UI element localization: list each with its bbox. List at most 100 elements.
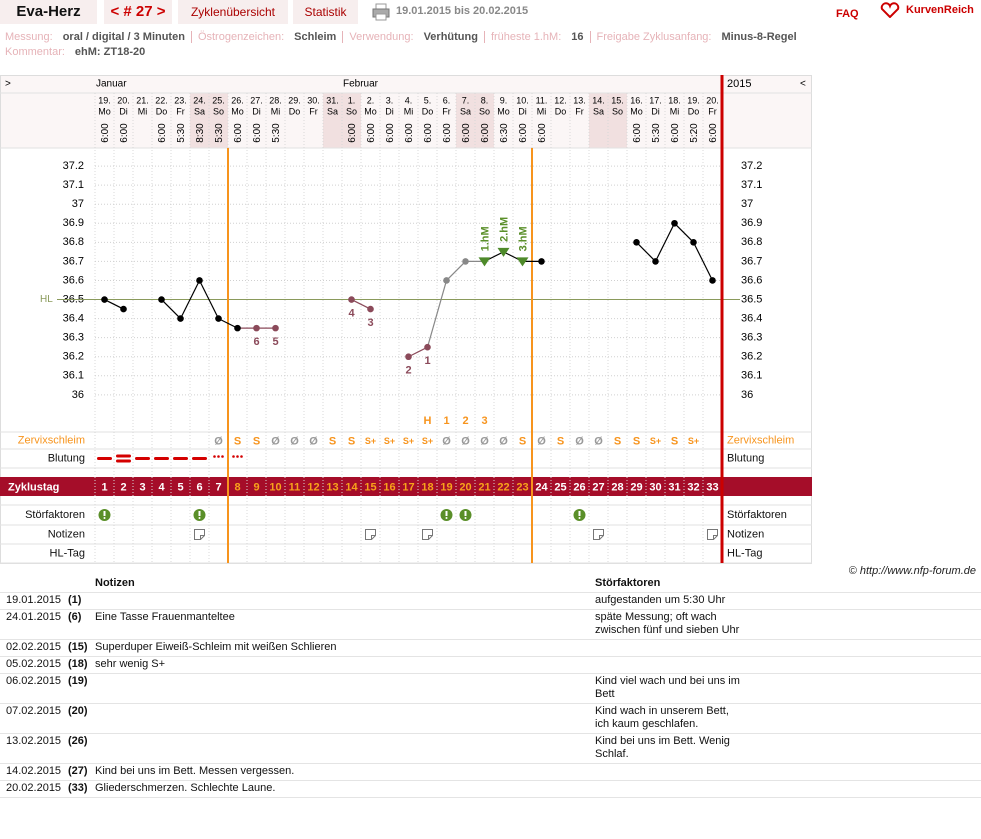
temperature-point — [215, 315, 222, 322]
weekday-label: So — [479, 106, 490, 116]
row-label: Störfaktoren — [25, 509, 85, 521]
bleeding-dot — [236, 455, 239, 458]
cycle-day-number: 12 — [307, 481, 319, 493]
time-label: 5:30 — [176, 123, 187, 143]
note-date: 06.02.2015 — [0, 673, 68, 704]
date-label: 24. — [193, 95, 206, 105]
weekday-label: Mo — [630, 106, 643, 116]
icon-dot — [103, 517, 106, 519]
mucus-symbol: S — [519, 435, 526, 447]
time-label: 6:00 — [632, 123, 643, 143]
curve-segment — [161, 299, 181, 320]
date-label: 19. — [98, 95, 111, 105]
cycle-day-number: 24 — [535, 481, 548, 493]
note-text: Gliederschmerzen. Schlechte Laune. — [95, 780, 595, 798]
disturbance-cell: Kind bei uns im Bett. Wenig Schlaf. — [595, 733, 981, 764]
mucus-symbol: S+ — [384, 436, 395, 446]
column-header: Störfaktoren — [595, 576, 981, 593]
note-icon — [707, 529, 718, 540]
time-label: 5:20 — [689, 123, 700, 143]
weekday-label: Sa — [327, 106, 338, 116]
settings-info: Messung: oral / digital / 3 Minuten Östrog… — [5, 30, 803, 60]
temperature-point — [196, 277, 203, 284]
info-label: früheste 1.hM: — [490, 31, 562, 43]
row-label: Notizen — [48, 528, 85, 540]
info-value: Schleim — [294, 31, 337, 43]
y-tick-label-right: 37.2 — [741, 160, 762, 172]
disturbance-text: Kind viel wach und bei uns im Bett — [595, 675, 740, 700]
peak-label: 2 — [462, 415, 468, 427]
point-count-label: 4 — [348, 307, 355, 319]
time-label: 6:00 — [385, 123, 396, 143]
info-item: Messung: oral / digital / 3 Minuten — [5, 31, 191, 43]
weekend-shade — [589, 93, 608, 148]
temperature-point — [367, 305, 374, 313]
hm-triangle — [497, 247, 510, 257]
curve-segment — [218, 318, 238, 329]
time-label: 6:00 — [119, 123, 130, 143]
date-label: 9. — [500, 95, 508, 105]
icon-dot — [578, 517, 581, 519]
date-label: 18. — [668, 95, 681, 105]
tab[interactable]: Statistik — [293, 0, 358, 24]
date-label: 20. — [706, 95, 719, 105]
weekend-shade — [190, 93, 209, 148]
icon-dot — [445, 517, 448, 519]
disturbance-text: Kind bei uns im Bett. Wenig Schlaf. — [595, 735, 730, 760]
note-cycle-day: (33) — [68, 780, 95, 798]
date-label: 2. — [367, 95, 375, 105]
info-label: Messung: — [5, 31, 53, 43]
weekend-shade — [323, 93, 342, 148]
print-icon[interactable] — [372, 3, 390, 21]
cycle-day-number: 25 — [554, 481, 566, 493]
cycle-day-number: 4 — [158, 481, 165, 493]
point-count-label: 6 — [253, 336, 259, 348]
month-label: Februar — [343, 79, 379, 90]
profile-name: Eva-Herz — [0, 0, 97, 24]
mucus-symbol: S — [557, 435, 564, 447]
info-value: Verhütung — [423, 31, 478, 43]
mucus-symbol: Ø — [537, 435, 546, 447]
cycle-day-number: 7 — [215, 481, 221, 493]
note-date: 13.02.2015 — [0, 733, 68, 764]
row-label-right: Störfaktoren — [727, 509, 787, 521]
weekday-label: Do — [555, 106, 567, 116]
note-date: 05.02.2015 — [0, 656, 68, 674]
bleeding-dot — [217, 455, 220, 458]
cycle-day-number: 3 — [139, 481, 145, 493]
tab[interactable]: Zyklenübersicht — [178, 0, 288, 24]
note-cycle-day: (20) — [68, 703, 95, 734]
weekday-label: Mi — [271, 106, 281, 116]
date-label: 29. — [288, 95, 301, 105]
mucus-symbol: Ø — [594, 435, 603, 447]
logo[interactable]: KurvenReich — [906, 4, 974, 16]
curve-segment — [636, 241, 656, 262]
info-label: Östrogenzeichen: — [197, 31, 285, 43]
info-row: Kommentar: ehM: ZT18-20 — [5, 45, 803, 60]
weekday-label: Di — [252, 106, 261, 116]
row-label-right: Notizen — [727, 528, 764, 540]
disturbance-cell: Kind wach in unserem Bett, ich kaum gesc… — [595, 703, 981, 734]
cycle-day-number: 30 — [649, 481, 661, 493]
date-label: 14. — [592, 95, 605, 105]
info-value: ehM: ZT18-20 — [74, 46, 146, 58]
bleeding-mark — [213, 455, 224, 458]
note-row: 02.02.2015 (15) Superduper Eiweiß-Schleim … — [0, 639, 981, 657]
weekday-label: Di — [119, 106, 128, 116]
info-item: Östrogenzeichen: Schleim — [190, 31, 343, 43]
hm-triangle — [478, 257, 491, 267]
y-tick-label: 36.9 — [63, 217, 84, 229]
weekend-shade — [456, 93, 475, 148]
cycle-day-number: 17 — [402, 481, 414, 493]
mucus-symbol: S — [329, 435, 336, 447]
cycle-day-number: 20 — [459, 481, 471, 493]
weekday-label: Fr — [309, 106, 318, 116]
row-label: HL-Tag — [50, 547, 85, 559]
y-tick-label: 36 — [72, 389, 84, 401]
nav-button: > — [5, 79, 11, 90]
y-tick-label-right: 36.8 — [741, 236, 762, 248]
cycle-nav[interactable]: < # 27 > — [104, 0, 172, 24]
faq-link[interactable]: FAQ — [836, 8, 859, 20]
